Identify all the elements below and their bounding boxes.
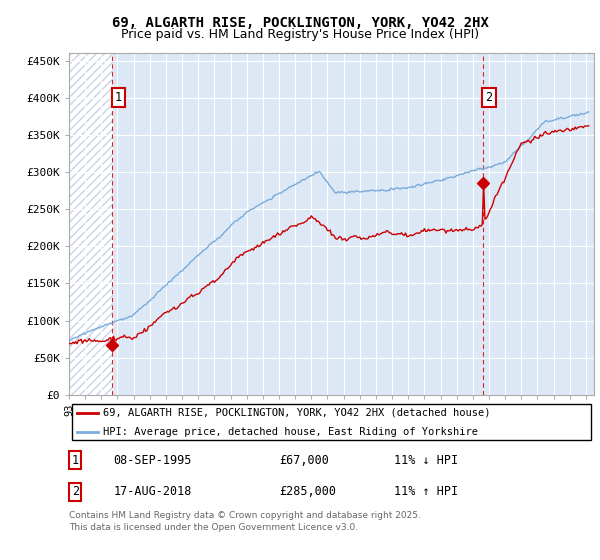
Text: 2: 2 xyxy=(72,485,79,498)
Text: Contains HM Land Registry data © Crown copyright and database right 2025.
This d: Contains HM Land Registry data © Crown c… xyxy=(69,511,421,531)
Text: HPI: Average price, detached house, East Riding of Yorkshire: HPI: Average price, detached house, East… xyxy=(103,427,478,436)
Text: 11% ↓ HPI: 11% ↓ HPI xyxy=(395,454,458,466)
Text: 69, ALGARTH RISE, POCKLINGTON, YORK, YO42 2HX (detached house): 69, ALGARTH RISE, POCKLINGTON, YORK, YO4… xyxy=(103,408,491,418)
Text: 1: 1 xyxy=(72,454,79,466)
Text: £67,000: £67,000 xyxy=(279,454,329,466)
Bar xyxy=(69,53,113,395)
Text: 08-SEP-1995: 08-SEP-1995 xyxy=(113,454,192,466)
Text: 69, ALGARTH RISE, POCKLINGTON, YORK, YO42 2HX: 69, ALGARTH RISE, POCKLINGTON, YORK, YO4… xyxy=(112,16,488,30)
Text: 17-AUG-2018: 17-AUG-2018 xyxy=(113,485,192,498)
Text: 1: 1 xyxy=(115,91,122,104)
Text: £285,000: £285,000 xyxy=(279,485,336,498)
Text: Price paid vs. HM Land Registry's House Price Index (HPI): Price paid vs. HM Land Registry's House … xyxy=(121,28,479,41)
Text: 11% ↑ HPI: 11% ↑ HPI xyxy=(395,485,458,498)
Text: 2: 2 xyxy=(485,91,493,104)
